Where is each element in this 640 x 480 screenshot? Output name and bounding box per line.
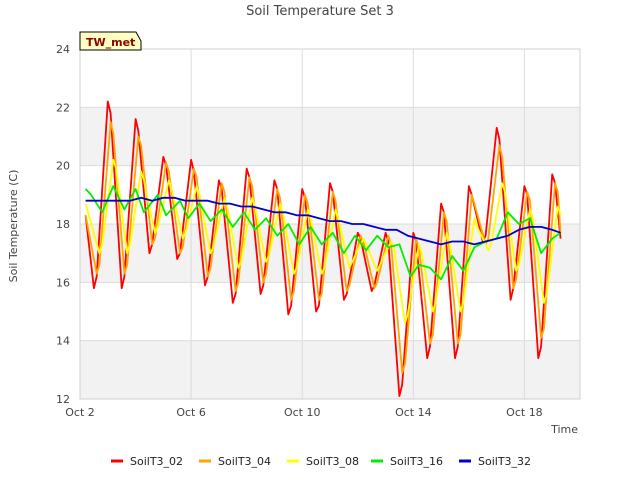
y-tick-label: 16 — [56, 276, 70, 289]
x-axis-ticks: Oct 2 Oct 6 Oct 10 Oct 14 Oct 18 — [65, 406, 542, 419]
x-tick-label: Oct 6 — [176, 406, 206, 419]
y-tick-label: 12 — [56, 393, 70, 406]
legend-label: SoilT3_04 — [218, 455, 271, 468]
y-tick-label: 14 — [56, 335, 70, 348]
legend-label: SoilT3_16 — [390, 455, 443, 468]
x-tick-label: Oct 10 — [284, 406, 321, 419]
y-tick-label: 24 — [56, 43, 70, 56]
series-line-SoilT3_32 — [85, 196, 561, 246]
site-badge: TW_met — [79, 31, 142, 51]
y-tick-label: 22 — [56, 101, 70, 114]
plot-band — [80, 107, 580, 166]
y-axis-ticks: 12 14 16 18 20 22 24 — [56, 43, 70, 406]
plot-band — [80, 224, 580, 283]
x-tick-label: Oct 18 — [506, 406, 543, 419]
legend: SoilT3_02 SoilT3_04 SoilT3_08 SoilT3_16 Soil… — [111, 455, 531, 468]
site-badge-shape — [79, 31, 142, 51]
y-tick-label: 18 — [56, 218, 70, 231]
chart-title: Soil Temperature Set 3 — [246, 4, 394, 19]
legend-label: SoilT3_02 — [130, 455, 183, 468]
x-tick-label: Oct 2 — [65, 406, 95, 419]
series-line-SoilT3_16 — [84, 185, 562, 281]
x-axis-label: Time — [550, 423, 578, 436]
y-tick-label: 20 — [56, 160, 70, 173]
y-axis-label: Soil Temperature (C) — [7, 170, 20, 283]
gridlines — [79, 48, 581, 400]
plot-border — [79, 48, 581, 400]
x-tick-label: Oct 14 — [395, 406, 432, 419]
plot-band — [80, 340, 580, 399]
site-badge-label: TW_met — [86, 36, 135, 49]
legend-label: SoilT3_32 — [478, 455, 531, 468]
series-lines — [84, 100, 562, 398]
legend-label: SoilT3_08 — [306, 455, 359, 468]
